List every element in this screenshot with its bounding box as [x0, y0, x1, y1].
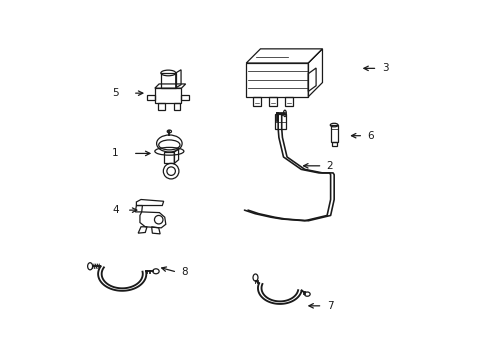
Text: 5: 5: [112, 88, 119, 98]
Text: 7: 7: [326, 301, 333, 311]
Text: 8: 8: [181, 267, 188, 277]
Text: 2: 2: [326, 161, 333, 171]
Text: 3: 3: [381, 63, 388, 73]
Text: 1: 1: [112, 148, 119, 158]
Text: 6: 6: [367, 131, 373, 141]
Text: 4: 4: [112, 205, 119, 215]
